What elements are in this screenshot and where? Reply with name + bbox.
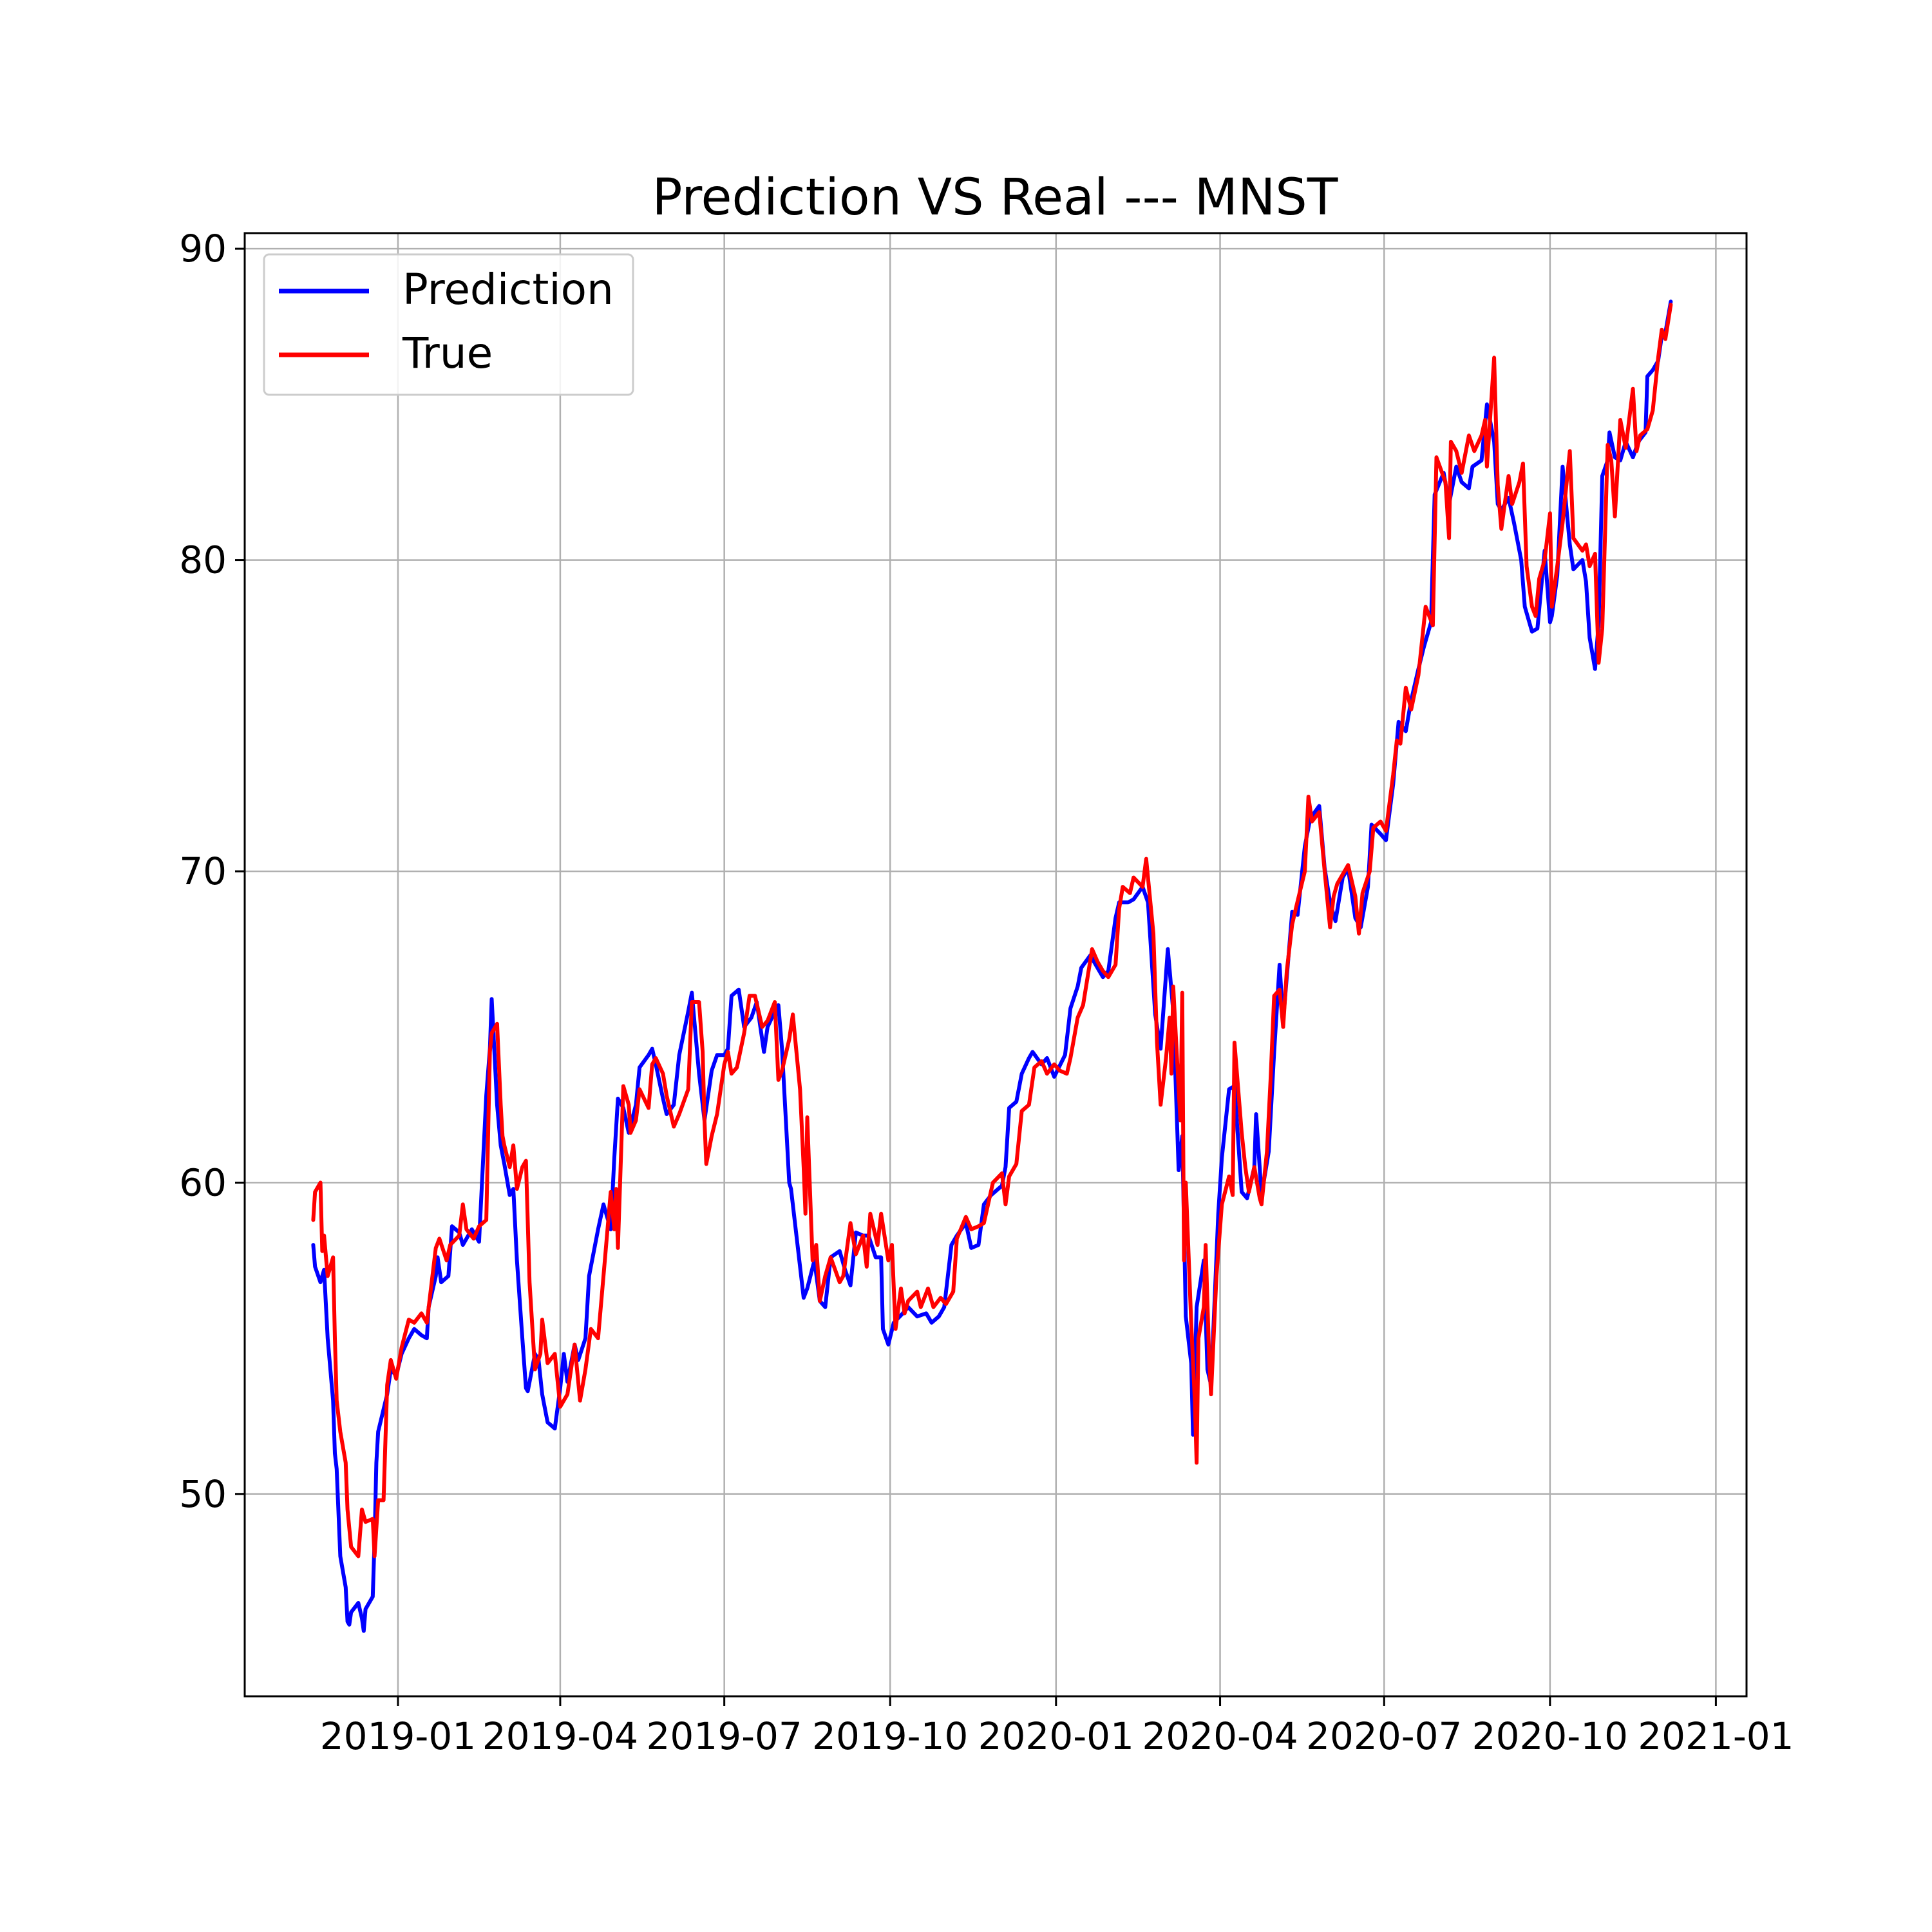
y-tick-label: 70: [179, 849, 227, 893]
x-tick-label: 2021-01: [1638, 1714, 1794, 1758]
y-tick-label: 80: [179, 538, 227, 582]
y-axis: 50 60 70 80 90: [179, 227, 245, 1516]
x-tick-label: 2019-04: [482, 1714, 638, 1758]
x-tick-label: 2020-01: [978, 1714, 1134, 1758]
y-tick-label: 90: [179, 227, 227, 270]
legend-label-true: True: [402, 328, 493, 378]
x-axis: 2019-01 2019-04 2019-07 2019-10 2020-01 2020-…: [320, 1696, 1794, 1758]
plot-frame: [243, 232, 1748, 1698]
x-tick-label: 2019-01: [320, 1714, 476, 1758]
y-tick-label: 60: [179, 1160, 227, 1204]
x-tick-label: 2020-10: [1472, 1714, 1628, 1758]
x-tick-label: 2020-07: [1306, 1714, 1462, 1758]
chart-title: Prediction VS Real --- MNST: [652, 169, 1338, 227]
x-tick-label: 2020-04: [1142, 1714, 1298, 1758]
series-line-true: [311, 303, 1673, 1558]
grid: [245, 233, 1747, 1696]
x-tick-label: 2019-07: [647, 1714, 802, 1758]
x-tick-label: 2019-10: [812, 1714, 968, 1758]
legend-label-prediction: Prediction: [402, 265, 614, 314]
y-tick-label: 50: [179, 1472, 227, 1516]
series-layer: [311, 299, 1673, 1633]
legend: Prediction True: [263, 253, 634, 396]
